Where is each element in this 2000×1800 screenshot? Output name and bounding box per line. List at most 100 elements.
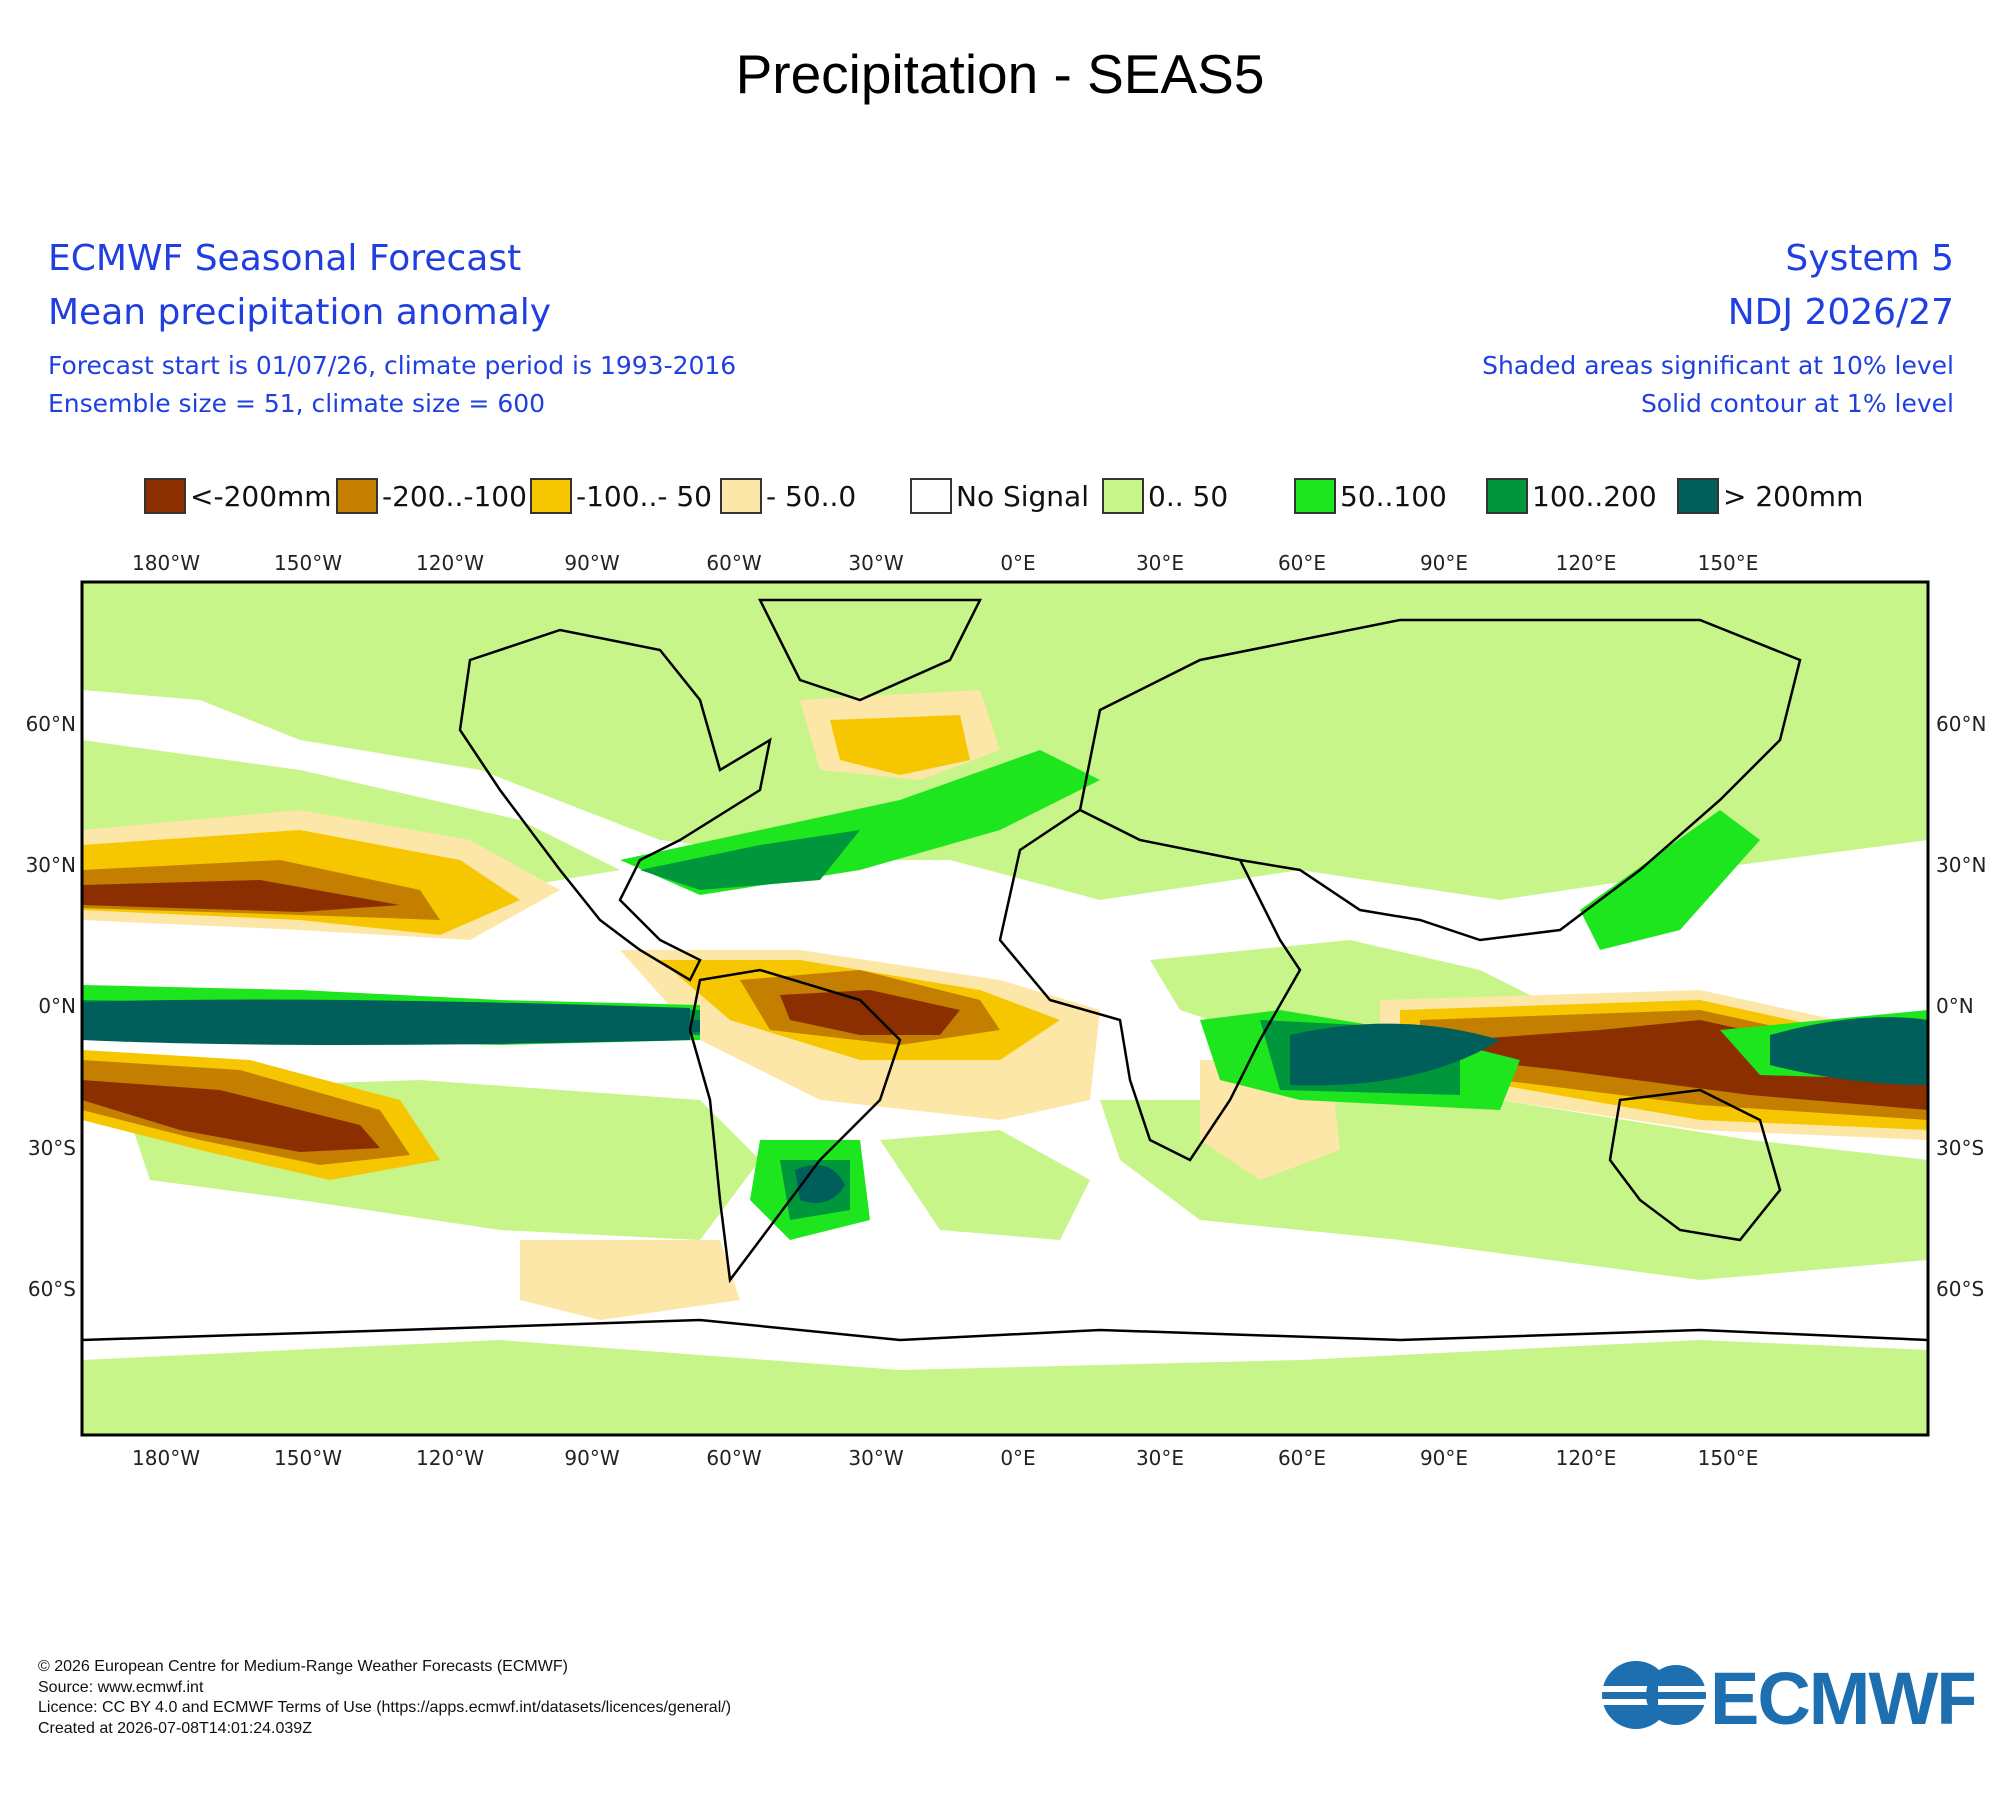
legend-label: - 50..0 <box>766 479 857 513</box>
footer-copyright: © 2026 European Centre for Medium-Range … <box>38 1658 568 1675</box>
longitude-label-bottom: 120°W <box>416 1446 484 1470</box>
coastline-australia <box>1608 1088 1782 1242</box>
header-parameter: Mean precipitation anomaly <box>48 292 552 333</box>
positive-region <box>1290 1023 1500 1086</box>
longitude-label-top: 30°W <box>848 551 903 575</box>
longitude-label-bottom: 120°E <box>1556 1446 1617 1470</box>
longitude-label-top: 0°E <box>1000 551 1035 575</box>
logo-mark-icon <box>1602 1661 1708 1729</box>
longitude-label-bottom: 90°E <box>1420 1446 1468 1470</box>
legend-label: 0.. 50 <box>1148 479 1229 513</box>
positive-region <box>82 582 1928 900</box>
legend-label: 50..100 <box>1340 479 1447 513</box>
header-significance-contour: Solid contour at 1% level <box>1640 389 1954 418</box>
positive-region <box>640 830 860 890</box>
coastline-north-america <box>458 628 772 982</box>
header-season: NDJ 2026/27 <box>1727 292 1954 333</box>
legend-item: 0.. 50 <box>1102 472 1228 520</box>
footer-created: Created at 2026-07-08T14:01:24.039Z <box>38 1719 312 1737</box>
latitude-label-right: 60°S <box>1936 1277 1984 1301</box>
longitude-label-bottom: 0°E <box>1000 1446 1035 1470</box>
longitude-label-top: 60°E <box>1278 551 1326 575</box>
copyright-footer: © 2026 European Centre for Medium-Range … <box>38 1657 731 1739</box>
legend-label: > 200mm <box>1723 479 1864 513</box>
negative-region <box>780 990 960 1035</box>
color-legend: <-200mm -200..-100 -100..- 50 - 50..0 No… <box>140 472 1863 520</box>
longitude-label-bottom: 150°W <box>274 1446 342 1470</box>
legend-swatch <box>530 478 572 514</box>
coastline-greenland <box>757 598 983 702</box>
page-title: Precipitation - SEAS5 <box>735 43 1265 105</box>
ecmwf-logo: ECMWF <box>1598 1657 1982 1740</box>
legend-label: No Signal <box>956 479 1089 513</box>
longitude-label-bottom: 180°W <box>132 1446 200 1470</box>
legend-swatch <box>1102 478 1144 514</box>
legend-item: > 200mm <box>1677 472 1863 520</box>
longitude-label-top: 180°W <box>132 551 200 575</box>
legend-item: 100..200 <box>1486 472 1657 520</box>
longitude-label-bottom: 30°E <box>1136 1446 1184 1470</box>
negative-region <box>1460 1020 1928 1110</box>
legend-label: -200..-100 <box>382 479 527 513</box>
coastlines <box>82 598 1928 1342</box>
negative-region <box>520 1240 740 1320</box>
positive-region <box>795 1165 845 1203</box>
legend-item: No Signal <box>910 472 1089 520</box>
longitude-label-top: 90°W <box>564 551 619 575</box>
latitude-label-right: 0°N <box>1936 994 1974 1018</box>
header-ensemble-size: Ensemble size = 51, climate size = 600 <box>48 389 546 418</box>
legend-swatch <box>336 478 378 514</box>
latitude-labels: 60°N 60°N 30°N 30°N 0°N 0°N 30°S 30°S 60°S 60°S <box>26 712 1987 1301</box>
longitude-label-bottom: 150°E <box>1698 1446 1759 1470</box>
positive-region <box>82 1340 1928 1435</box>
longitude-label-top: 60°W <box>706 551 761 575</box>
latitude-label-left: 30°S <box>28 1136 76 1160</box>
positive-region <box>82 999 690 1045</box>
legend-swatch <box>720 478 762 514</box>
legend-item: - 50..0 <box>720 472 856 520</box>
negative-region <box>830 715 970 775</box>
anomaly-field <box>82 582 1928 1435</box>
longitude-labels: 180°W 180°W 150°W 150°W 120°W 120°W 90°W 90°W 60… <box>132 551 1758 1470</box>
legend-item: 50..100 <box>1294 472 1447 520</box>
positive-region <box>1580 810 1760 950</box>
legend-swatch <box>1486 478 1528 514</box>
legend-swatch <box>144 478 186 514</box>
positive-region <box>880 1130 1090 1240</box>
legend-label: <-200mm <box>190 479 332 513</box>
header-significance-shading: Shaded areas significant at 10% level <box>1482 351 1954 380</box>
longitude-label-top: 30°E <box>1136 551 1184 575</box>
legend-label: -100..- 50 <box>576 479 712 513</box>
footer-licence: Licence: CC BY 4.0 and ECMWF Terms of Us… <box>38 1699 732 1716</box>
header-forecast-start: Forecast start is 01/07/26, climate peri… <box>48 351 737 380</box>
longitude-label-bottom: 30°W <box>848 1446 903 1470</box>
coastline-south-america <box>688 968 902 1284</box>
precipitation-map: 180°W 180°W 150°W 150°W 120°W 120°W 90°W 90°W 60… <box>0 540 2000 1480</box>
latitude-label-left: 0°N <box>38 994 76 1018</box>
latitude-label-left: 30°N <box>26 853 76 877</box>
positive-region <box>1770 1017 1928 1085</box>
longitude-label-top: 90°E <box>1420 551 1468 575</box>
legend-item: -100..- 50 <box>530 472 712 520</box>
coastline-africa-eurasia <box>998 618 1802 1162</box>
latitude-label-left: 60°N <box>26 712 76 736</box>
negative-region <box>82 1080 380 1152</box>
header-product-title: ECMWF Seasonal Forecast <box>48 238 522 279</box>
latitude-label-right: 60°N <box>1936 712 1986 736</box>
longitude-label-top: 150°E <box>1698 551 1759 575</box>
latitude-label-left: 60°S <box>28 1277 76 1301</box>
logo-text: ECMWF <box>1710 1658 1974 1733</box>
legend-swatch <box>910 478 952 514</box>
longitude-label-bottom: 90°W <box>564 1446 619 1470</box>
footer-source: Source: www.ecmwf.int <box>38 1678 204 1696</box>
longitude-label-top: 120°W <box>416 551 484 575</box>
legend-swatch <box>1294 478 1336 514</box>
longitude-label-top: 150°W <box>274 551 342 575</box>
legend-item: <-200mm <box>144 472 332 520</box>
header-system: System 5 <box>1785 238 1954 279</box>
latitude-label-right: 30°S <box>1936 1136 1984 1160</box>
coastline-antarctica <box>82 1318 1928 1342</box>
longitude-label-bottom: 60°W <box>706 1446 761 1470</box>
negative-region <box>82 880 400 912</box>
legend-swatch <box>1677 478 1719 514</box>
